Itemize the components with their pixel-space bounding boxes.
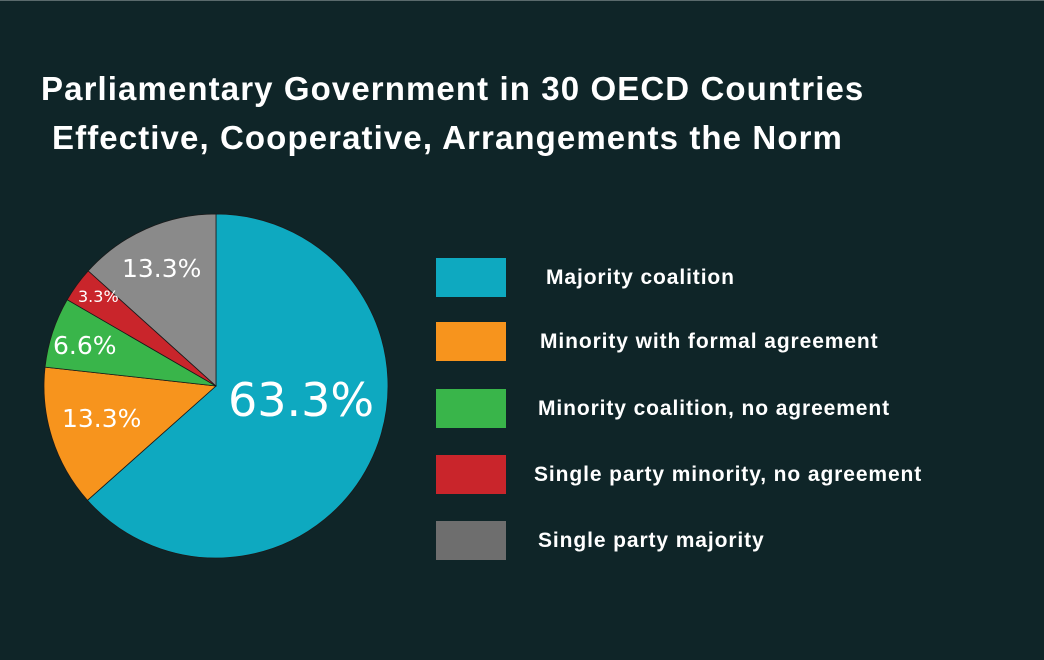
- legend-label: Majority coalition: [546, 266, 735, 289]
- pie-slice-majority-coalition: [86, 213, 389, 559]
- legend-item-minority-formal-agreement: Minority with formal agreement: [436, 322, 1036, 362]
- slice-label-single-party-minority: 3.3%: [78, 287, 119, 306]
- chart-subtitle: Effective, Cooperative, Arrangements the…: [52, 119, 843, 156]
- legend-swatch: [436, 521, 506, 560]
- top-border: [0, 0, 1044, 1]
- legend-item-majority-coalition: Majority coalition: [436, 258, 1036, 298]
- legend-item-minority-coalition: Minority coalition, no agreement: [436, 389, 1036, 429]
- legend-swatch: [436, 258, 506, 297]
- chart-title: Parliamentary Government in 30 OECD Coun…: [41, 70, 865, 107]
- legend-swatch: [436, 455, 506, 494]
- legend-swatch: [436, 389, 506, 428]
- pie-chart: 63.3% 13.3% 6.6% 3.3% 13.3%: [43, 213, 389, 559]
- pie-slice-single-party-majority: [87, 213, 217, 387]
- legend-label: Single party minority, no agreement: [534, 463, 923, 486]
- legend-item-single-party-minority: Single party minority, no agreement: [436, 455, 1036, 495]
- legend-item-single-party-majority: Single party majority: [436, 521, 1036, 561]
- slice-label-minority-formal-agreement: 13.3%: [62, 404, 141, 433]
- slice-label-minority-coalition: 6.6%: [53, 331, 117, 360]
- pie-slice-minority-formal-agreement: [43, 366, 217, 501]
- slice-label-majority-coalition: 63.3%: [228, 373, 374, 427]
- legend-label: Single party majority: [538, 529, 765, 552]
- legend-label: Minority coalition, no agreement: [538, 397, 891, 420]
- slice-label-single-party-majority: 13.3%: [122, 254, 201, 283]
- legend-label: Minority with formal agreement: [540, 330, 879, 353]
- legend-swatch: [436, 322, 506, 361]
